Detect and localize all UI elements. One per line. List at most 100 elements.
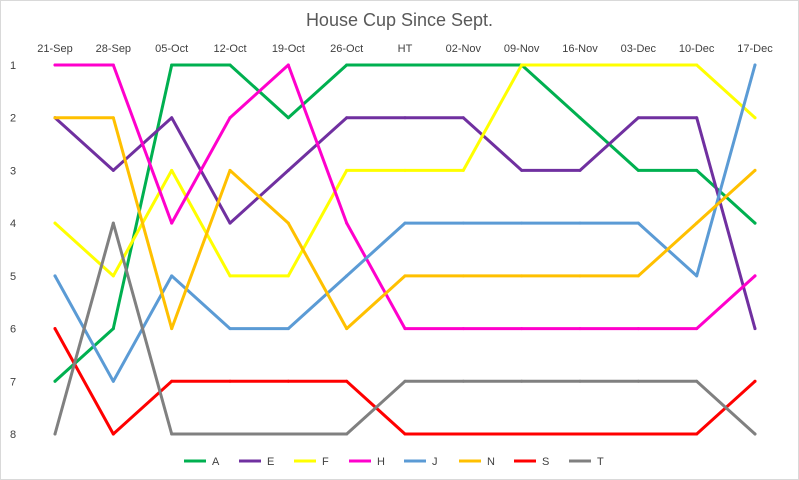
series-f — [53, 63, 757, 278]
data-point — [695, 379, 699, 383]
data-point — [286, 116, 290, 120]
data-point — [286, 63, 290, 67]
data-point — [170, 432, 174, 436]
x-tick-label: 03-Dec — [621, 43, 657, 55]
series-n — [53, 116, 757, 331]
data-point — [461, 63, 465, 67]
data-point — [753, 274, 757, 278]
series-j — [53, 63, 757, 383]
data-point — [228, 432, 232, 436]
data-point — [53, 379, 57, 383]
data-point — [286, 432, 290, 436]
data-point — [345, 221, 349, 225]
data-point — [286, 379, 290, 383]
series-h — [53, 63, 757, 331]
x-axis-ticks: 21-Sep 28-Sep 05-Oct 12-Oct 19-Oct 26-Oct HT 02… — [37, 43, 773, 55]
data-point — [228, 274, 232, 278]
series-a — [53, 63, 757, 383]
y-tick-label: 3 — [10, 165, 16, 177]
data-point — [403, 221, 407, 225]
y-tick-label: 5 — [10, 271, 16, 283]
legend-item-a: A — [184, 456, 220, 468]
x-tick-label: 12-Oct — [213, 43, 246, 55]
data-point — [53, 63, 57, 67]
series-lines — [53, 63, 757, 436]
x-tick-label: 17-Dec — [737, 43, 773, 55]
data-point — [578, 327, 582, 331]
data-point — [228, 116, 232, 120]
x-tick-label: 28-Sep — [96, 43, 131, 55]
data-point — [403, 274, 407, 278]
data-point — [461, 379, 465, 383]
x-tick-label: 16-Nov — [562, 43, 598, 55]
data-point — [578, 221, 582, 225]
legend-label: S — [542, 456, 549, 468]
data-point — [345, 274, 349, 278]
series-t — [53, 221, 757, 436]
data-point — [461, 432, 465, 436]
data-point — [53, 274, 57, 278]
data-point — [753, 379, 757, 383]
series-s — [53, 327, 757, 436]
y-axis-ticks: 1 2 3 4 5 6 7 8 — [10, 60, 16, 441]
data-point — [578, 116, 582, 120]
data-point — [345, 116, 349, 120]
data-point — [578, 63, 582, 67]
data-point — [403, 63, 407, 67]
data-point — [345, 63, 349, 67]
data-point — [53, 221, 57, 225]
y-tick-label: 6 — [10, 324, 16, 336]
data-point — [111, 379, 115, 383]
data-point — [636, 221, 640, 225]
data-point — [520, 221, 524, 225]
data-point — [461, 221, 465, 225]
x-tick-label: HT — [398, 43, 413, 55]
data-point — [403, 168, 407, 172]
data-point — [111, 274, 115, 278]
x-tick-label: 19-Oct — [272, 43, 305, 55]
y-tick-label: 1 — [10, 60, 16, 72]
y-tick-label: 8 — [10, 429, 16, 441]
data-point — [695, 63, 699, 67]
data-point — [345, 379, 349, 383]
data-point — [111, 327, 115, 331]
data-point — [636, 63, 640, 67]
data-point — [520, 168, 524, 172]
legend-item-e: E — [239, 456, 274, 468]
data-point — [578, 432, 582, 436]
data-point — [695, 116, 699, 120]
data-point — [111, 63, 115, 67]
data-point — [53, 432, 57, 436]
data-point — [520, 274, 524, 278]
legend-item-s: S — [514, 456, 549, 468]
legend-item-j: J — [404, 456, 438, 468]
x-tick-label: 09-Nov — [504, 43, 540, 55]
data-point — [753, 168, 757, 172]
data-point — [345, 168, 349, 172]
data-point — [286, 274, 290, 278]
data-point — [578, 379, 582, 383]
data-point — [461, 168, 465, 172]
data-point — [111, 168, 115, 172]
data-point — [170, 221, 174, 225]
data-point — [111, 432, 115, 436]
data-point — [695, 327, 699, 331]
data-point — [753, 63, 757, 67]
data-point — [286, 327, 290, 331]
x-tick-label: 02-Nov — [446, 43, 482, 55]
data-point — [578, 274, 582, 278]
data-point — [636, 168, 640, 172]
data-point — [170, 168, 174, 172]
data-point — [695, 432, 699, 436]
data-point — [520, 63, 524, 67]
data-point — [345, 432, 349, 436]
data-point — [403, 116, 407, 120]
legend-label: J — [432, 456, 438, 468]
data-point — [636, 327, 640, 331]
data-point — [578, 168, 582, 172]
data-point — [461, 274, 465, 278]
data-point — [695, 221, 699, 225]
data-point — [753, 432, 757, 436]
